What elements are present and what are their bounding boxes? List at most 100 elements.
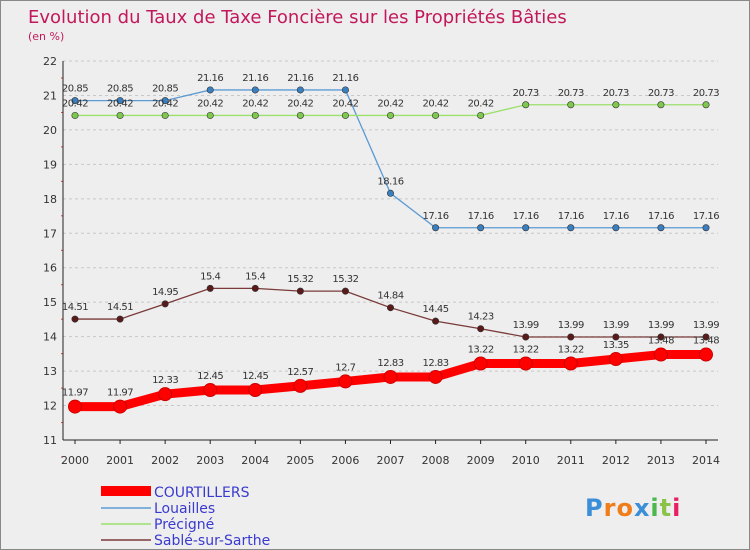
logo-letter: P [585,494,604,522]
point-louailles-2002 [161,97,169,105]
point-sabl-sur-sarthe-2011 [567,333,575,341]
point-courtillers-2008 [428,369,443,384]
data-label-louailles-2014: 17.16 [693,211,719,222]
point-courtillers-2005 [293,378,308,393]
data-label-courtillers-2009: 13.22 [468,345,494,356]
y-tick-label-16: 16 [43,262,57,275]
data-label-pr-cign--2014: 20.73 [693,88,719,99]
x-tick-label-2007: 2007 [377,454,405,467]
x-tick-label-2009: 2009 [467,454,495,467]
x-tick-label-2004: 2004 [241,454,269,467]
chart-subtitle: (en %) [28,30,64,43]
legend-label-louailles: Louailles [154,501,215,517]
data-label-louailles-2011: 17.16 [558,211,584,222]
x-tick-label-2010: 2010 [512,454,540,467]
legend-label-pr-cign-: Précigné [154,517,214,533]
data-label-pr-cign--2013: 20.73 [648,88,674,99]
point-courtillers-2003 [203,383,218,398]
point-pr-cign--2010 [522,101,530,109]
data-label-courtillers-2004: 12.45 [242,371,268,382]
point-pr-cign--2014 [702,101,710,109]
point-courtillers-2004 [248,383,263,398]
data-label-pr-cign--2001: 20.42 [107,98,133,109]
x-tick-label-2001: 2001 [106,454,134,467]
data-label-courtillers-2007: 12.83 [377,358,403,369]
data-label-sabl-sur-sarthe-2007: 14.84 [377,291,403,302]
point-louailles-2008 [432,224,440,232]
data-label-sabl-sur-sarthe-2002: 14.95 [152,287,178,298]
y-tick-label-22: 22 [43,55,57,68]
x-tick-label-2008: 2008 [422,454,450,467]
data-label-courtillers-2002: 12.33 [152,375,178,386]
data-label-sabl-sur-sarthe-2006: 15.32 [332,274,358,285]
chart-title: Evolution du Taux de Taxe Foncière sur l… [28,7,567,28]
x-tick-label-2013: 2013 [647,454,675,467]
data-label-courtillers-2012: 13.35 [603,340,629,351]
data-label-sabl-sur-sarthe-2012: 13.99 [603,320,629,331]
point-courtillers-2001 [113,399,128,414]
point-sabl-sur-sarthe-2006 [341,287,349,295]
legend: COURTILLERSLouaillesPrécignéSablé-sur-Sa… [101,485,270,549]
data-label-pr-cign--2011: 20.73 [558,88,584,99]
data-label-pr-cign--2006: 20.42 [332,98,358,109]
x-tick-label-2014: 2014 [692,454,720,467]
point-sabl-sur-sarthe-2004 [251,284,259,292]
legend-swatch-courtillers [101,486,151,496]
point-sabl-sur-sarthe-2002 [161,300,169,308]
data-label-louailles-2001: 20.85 [107,84,133,95]
x-tick-label-2006: 2006 [331,454,359,467]
point-courtillers-2012 [608,352,623,367]
point-pr-cign--2002 [161,111,169,119]
data-label-courtillers-2001: 11.97 [107,388,133,399]
data-label-sabl-sur-sarthe-2013: 13.99 [648,320,674,331]
data-label-louailles-2012: 17.16 [603,211,629,222]
logo-letter: i [672,494,681,522]
logo-letter: i [650,494,659,522]
data-label-sabl-sur-sarthe-2003: 15.4 [200,271,220,282]
y-tick-label-11: 11 [43,434,57,447]
point-louailles-2009 [477,224,485,232]
point-pr-cign--2008 [432,111,440,119]
point-pr-cign--2001 [116,111,124,119]
data-label-pr-cign--2012: 20.73 [603,88,629,99]
data-label-louailles-2010: 17.16 [513,211,539,222]
point-louailles-2006 [341,86,349,94]
data-label-courtillers-2010: 13.22 [513,345,539,356]
point-pr-cign--2005 [296,111,304,119]
legend-label-sabl-sur-sarthe: Sablé-sur-Sarthe [154,533,270,549]
point-courtillers-2013 [653,347,668,362]
x-tick-label-2003: 2003 [196,454,224,467]
point-sabl-sur-sarthe-2007 [386,304,394,312]
y-tick-label-18: 18 [43,193,57,206]
legend-label-courtillers: COURTILLERS [154,485,250,501]
point-louailles-2012 [612,224,620,232]
proxiti-logo: Proxiti [585,494,681,522]
data-label-pr-cign--2007: 20.42 [377,98,403,109]
y-tick-label-12: 12 [43,400,57,413]
x-tick-label-2000: 2000 [61,454,89,467]
data-label-louailles-2008: 17.16 [423,211,449,222]
axes: 11 12 13 14 15 16 17 18 19 20 21 22 2000 2001 2002 2003… [43,55,720,467]
point-courtillers-2000 [68,399,82,414]
data-label-courtillers-2006: 12.7 [335,362,355,373]
data-label-sabl-sur-sarthe-2000: 14.51 [62,302,88,313]
data-labels: 20.85 20.85 20.85 21.16 21.16 21.16 21.16 18.16… [62,73,720,399]
y-tick-label-20: 20 [43,124,57,137]
point-pr-cign--2012 [612,101,620,109]
point-pr-cign--2006 [341,111,349,119]
data-label-sabl-sur-sarthe-2010: 13.99 [513,320,539,331]
point-sabl-sur-sarthe-2009 [477,325,485,333]
point-courtillers-2010 [518,356,533,371]
point-louailles-2011 [567,224,575,232]
point-pr-cign--2011 [567,101,575,109]
point-louailles-2013 [657,224,665,232]
data-label-louailles-2013: 17.16 [648,211,674,222]
data-label-pr-cign--2004: 20.42 [242,98,268,109]
logo-letter: o [616,494,634,522]
point-pr-cign--2000 [71,111,79,119]
point-sabl-sur-sarthe-2000 [71,315,79,323]
data-label-louailles-2009: 17.16 [468,211,494,222]
point-louailles-2014 [702,224,710,232]
point-courtillers-2007 [383,369,398,384]
